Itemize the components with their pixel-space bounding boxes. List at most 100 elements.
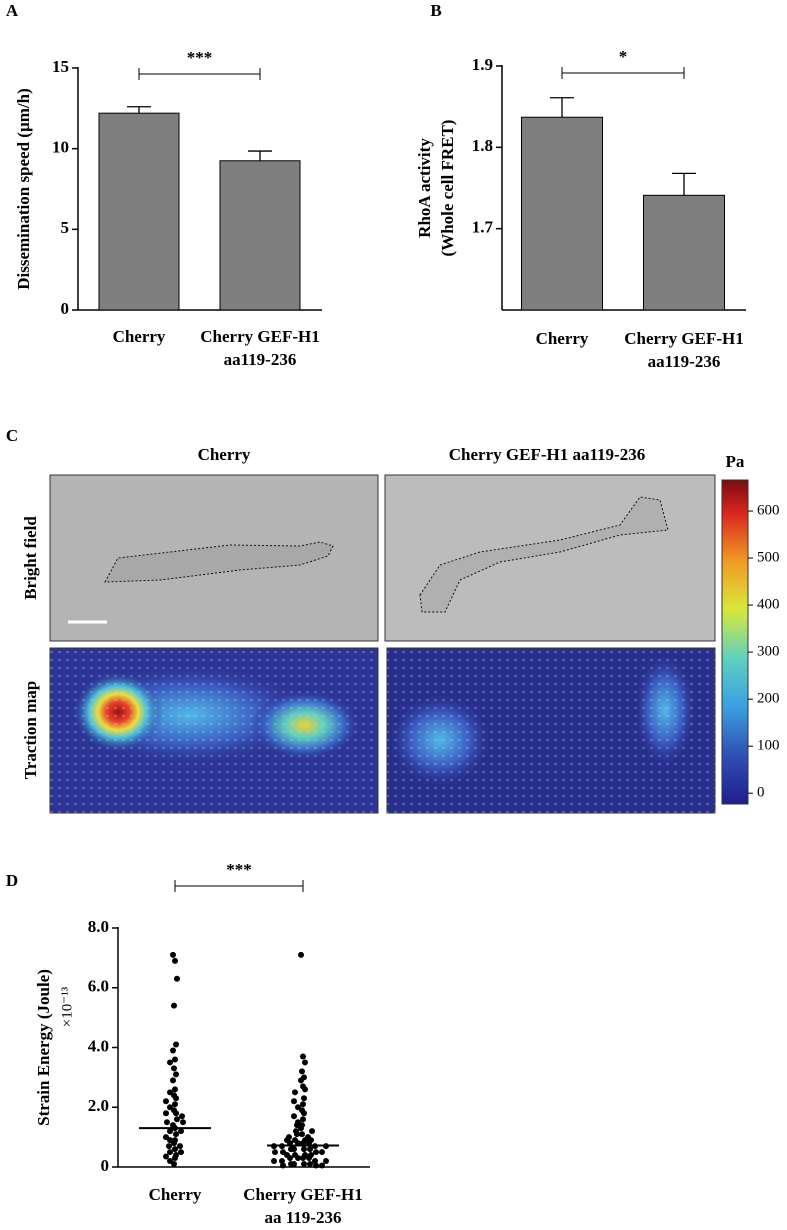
y-tick-label: 1.7 (472, 218, 494, 237)
data-point (171, 1065, 177, 1072)
data-point (173, 1095, 179, 1102)
data-point (170, 1077, 176, 1084)
panel-label: B (430, 1, 441, 20)
data-point (302, 1059, 308, 1066)
y-tick-label: 1.8 (472, 136, 493, 155)
colorbar-tick-label: 100 (757, 738, 780, 754)
data-point (319, 1162, 325, 1169)
data-point (179, 1113, 185, 1120)
data-point (280, 1162, 286, 1169)
data-point (171, 1002, 177, 1009)
colorbar-tick-label: 600 (757, 502, 780, 518)
y-axis-label: (Whole cell FRET) (438, 120, 457, 257)
y-tick-label: 0 (101, 1156, 110, 1175)
data-point (166, 1143, 172, 1150)
panel-label: C (6, 426, 18, 445)
column-title: Cherry GEF-H1 aa119-236 (449, 445, 645, 464)
data-point (323, 1158, 329, 1165)
colorbar-tick-label: 200 (757, 691, 780, 707)
data-point (172, 1056, 178, 1063)
y-tick-label: 0 (61, 299, 70, 318)
x-tick-label: Cherry GEF-H1 aa119-236 (624, 329, 744, 371)
data-point (163, 1110, 169, 1117)
data-point (174, 1116, 180, 1123)
y-tick-label: 10 (52, 138, 69, 157)
data-point (301, 1095, 307, 1102)
data-point (173, 1041, 179, 1048)
bar (98, 112, 180, 311)
data-point (313, 1149, 319, 1156)
y-tick-label: 5 (61, 218, 70, 237)
row-title: Traction map (21, 681, 40, 779)
bright-field-images (49, 474, 716, 642)
data-point (300, 1155, 306, 1162)
x-tick-label: Cherry (535, 329, 589, 348)
data-point (299, 1068, 305, 1075)
data-point (298, 951, 304, 958)
data-point (294, 1131, 300, 1138)
data-point (301, 1146, 307, 1153)
data-point (173, 1071, 179, 1078)
data-point (300, 1101, 306, 1108)
data-point (177, 1143, 183, 1150)
data-point (313, 1162, 319, 1169)
data-point (307, 1146, 313, 1153)
data-point (272, 1149, 278, 1156)
colorbar-tick-label: 400 (757, 597, 780, 613)
data-point (172, 1086, 178, 1093)
data-point (288, 1146, 294, 1153)
data-point (301, 1161, 307, 1168)
data-point (319, 1149, 325, 1156)
significance-annotation: * (619, 47, 628, 66)
data-point (163, 1098, 169, 1105)
panel-label: D (6, 871, 18, 890)
x-tick-label: Cherry GEF-H1 aa 119-236 (243, 1185, 363, 1227)
panel-label: A (6, 1, 19, 20)
data-point (287, 1155, 293, 1162)
y-axis-label: Strain Energy (Joule) (34, 969, 53, 1126)
data-point (163, 1153, 169, 1160)
data-point (288, 1161, 294, 1168)
data-point (167, 1149, 173, 1156)
data-point (173, 1110, 179, 1117)
data-point (178, 1149, 184, 1156)
bar (219, 160, 301, 311)
data-point (172, 1155, 178, 1162)
x-tick-label: Cherry GEF-H1 aa119-236 (200, 327, 320, 369)
y-tick-label: 2.0 (88, 1096, 109, 1115)
colorbar-tick-label: 500 (757, 549, 780, 565)
data-point (306, 1155, 312, 1162)
data-point (170, 1047, 176, 1054)
data-point (167, 1059, 173, 1066)
data-point (292, 1089, 298, 1096)
y-axis-label: RhoA activity (415, 138, 434, 238)
data-point (300, 1116, 306, 1123)
bar (643, 194, 725, 311)
data-point (299, 1131, 305, 1138)
data-point (312, 1158, 318, 1165)
data-point (291, 1098, 297, 1105)
y-tick-label: 1.9 (472, 55, 493, 74)
y-tick-label: 6.0 (88, 977, 109, 996)
x-tick-label: Cherry (148, 1185, 202, 1204)
data-point (295, 1155, 301, 1162)
traction-map-images (49, 479, 749, 814)
x-tick-label: Cherry (112, 327, 166, 346)
data-point (174, 975, 180, 982)
data-point (172, 1146, 178, 1153)
significance-annotation: *** (187, 48, 213, 67)
y-tick-label: 4.0 (88, 1036, 109, 1055)
data-point (298, 1125, 304, 1132)
data-point (171, 1140, 177, 1147)
bar (521, 116, 603, 311)
data-point (164, 1119, 170, 1126)
data-point (309, 1128, 315, 1135)
colorbar-tick-label: 300 (757, 644, 780, 660)
data-point (180, 1119, 186, 1126)
data-point (307, 1161, 313, 1168)
data-point (172, 1101, 178, 1108)
y-tick-label: 8.0 (88, 917, 109, 936)
data-point (298, 1077, 304, 1084)
